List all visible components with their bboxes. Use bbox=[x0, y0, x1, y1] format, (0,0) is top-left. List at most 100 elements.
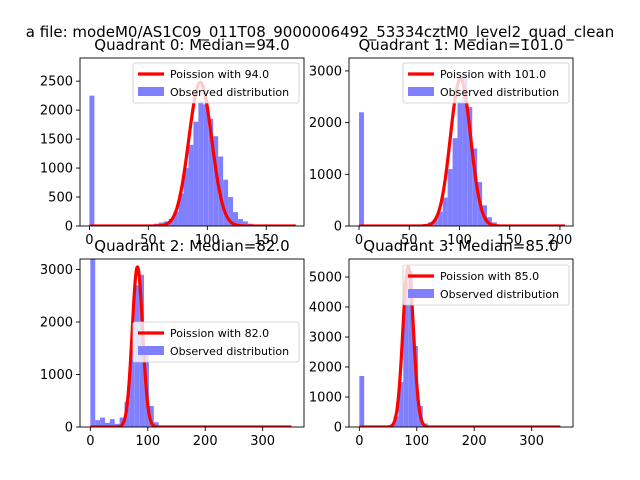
y-tick-label: 3000 bbox=[309, 331, 342, 346]
y-tick-label: 0 bbox=[334, 220, 342, 235]
axes-frame bbox=[348, 258, 574, 428]
axes-frame bbox=[348, 57, 574, 227]
legend: Poission with 85.0 Observed distribution bbox=[402, 264, 570, 306]
x-tick-label: 100 bbox=[135, 434, 160, 449]
x-tick-label: 0 bbox=[355, 233, 363, 248]
y-tick-label: 1000 bbox=[40, 368, 73, 383]
y-tick-label: 3000 bbox=[309, 64, 342, 79]
y-tick-label: 2500 bbox=[40, 75, 73, 90]
histogram-bar bbox=[233, 212, 238, 226]
legend-line-label: Poission with 82.0 bbox=[170, 327, 269, 340]
y-tick-label: 2000 bbox=[40, 104, 73, 119]
subplot-title: Quadrant 3: Median=85.0 bbox=[363, 237, 558, 255]
legend-box bbox=[402, 62, 570, 104]
legend-line-label: Poission with 94.0 bbox=[170, 68, 269, 81]
x-tick-label: 200 bbox=[193, 434, 218, 449]
x-tick-label: 100 bbox=[447, 233, 472, 248]
histogram-bar bbox=[100, 417, 105, 427]
axes-frame bbox=[79, 57, 305, 227]
legend-box bbox=[402, 264, 570, 306]
legend-line-label: Poission with 101.0 bbox=[440, 68, 546, 81]
histogram-bar bbox=[228, 197, 234, 226]
x-tick-label: 150 bbox=[497, 233, 522, 248]
histogram-bar bbox=[472, 148, 478, 226]
histogram-bar bbox=[89, 95, 95, 226]
legend: Poission with 82.0 Observed distribution bbox=[132, 321, 300, 363]
x-tick-label: 100 bbox=[195, 233, 220, 248]
histogram-bar bbox=[198, 101, 204, 226]
legend-hist-swatch bbox=[408, 289, 434, 298]
poisson-curve bbox=[89, 265, 293, 427]
histogram-bar bbox=[447, 169, 453, 226]
legend-hist-swatch bbox=[138, 346, 164, 355]
histogram-bar bbox=[359, 376, 365, 427]
x-tick-label: 0 bbox=[85, 233, 93, 248]
legend: Poission with 101.0 Observed distribution bbox=[402, 62, 570, 104]
legend-hist-label: Observed distribution bbox=[170, 86, 289, 99]
histogram-bar bbox=[109, 419, 115, 427]
y-tick-label: 1000 bbox=[309, 168, 342, 183]
x-tick-label: 200 bbox=[462, 434, 487, 449]
y-tick-label: 1000 bbox=[40, 162, 73, 177]
legend-line-label: Poission with 85.0 bbox=[440, 270, 539, 283]
x-tick-label: 300 bbox=[250, 434, 275, 449]
histogram-bar bbox=[148, 406, 154, 427]
x-tick-label: 300 bbox=[519, 434, 544, 449]
histogram-bar bbox=[242, 221, 248, 226]
y-tick-label: 1000 bbox=[309, 391, 342, 406]
histogram-bar bbox=[442, 197, 448, 226]
axes-frame bbox=[79, 258, 305, 428]
legend-box bbox=[132, 321, 300, 363]
histogram-bar bbox=[462, 76, 468, 226]
x-tick-label: 50 bbox=[140, 233, 157, 248]
plot-area bbox=[88, 80, 297, 226]
subplot-title: Quadrant 2: Median=82.0 bbox=[94, 237, 289, 255]
legend-hist-swatch bbox=[408, 87, 434, 96]
x-tick-label: 100 bbox=[404, 434, 429, 449]
histogram-bar bbox=[237, 219, 243, 226]
histogram-bar bbox=[403, 283, 409, 427]
legend-hist-label: Observed distribution bbox=[170, 345, 289, 358]
y-tick-label: 1500 bbox=[40, 133, 73, 148]
histogram-bar bbox=[188, 144, 194, 226]
legend-hist-label: Observed distribution bbox=[440, 86, 559, 99]
y-tick-label: 2000 bbox=[309, 116, 342, 131]
histogram-bar bbox=[437, 211, 443, 226]
histogram-bar bbox=[213, 136, 219, 226]
histogram-bar bbox=[90, 259, 96, 427]
x-tick-label: 200 bbox=[548, 233, 573, 248]
histogram-bar bbox=[398, 382, 404, 427]
histogram-bar bbox=[178, 193, 184, 226]
y-tick-label: 0 bbox=[334, 421, 342, 436]
x-tick-label: 150 bbox=[254, 233, 279, 248]
histogram-bar bbox=[452, 138, 458, 226]
histogram-bar bbox=[129, 350, 135, 427]
plot-area bbox=[358, 264, 562, 427]
y-tick-label: 2000 bbox=[309, 361, 342, 376]
poisson-curve bbox=[88, 80, 297, 226]
legend-box bbox=[132, 62, 300, 104]
x-tick-label: 50 bbox=[401, 233, 418, 248]
legend-hist-swatch bbox=[138, 87, 164, 96]
y-tick-label: 3000 bbox=[40, 263, 73, 278]
y-tick-label: 5000 bbox=[309, 271, 342, 286]
x-tick-label: 0 bbox=[355, 434, 363, 449]
histogram-bar bbox=[173, 211, 179, 226]
subplot-quadrant-3: 0 100 200 300010002000300040005000Quadrant … bbox=[309, 237, 574, 449]
histogram-bar bbox=[223, 179, 229, 226]
y-tick-label: 2000 bbox=[40, 316, 73, 331]
y-tick-label: 4000 bbox=[309, 301, 342, 316]
histogram-bar bbox=[408, 271, 414, 427]
histogram-bar bbox=[203, 104, 209, 226]
poisson-curve bbox=[358, 264, 562, 427]
y-tick-label: 0 bbox=[65, 421, 73, 436]
histogram-bar bbox=[183, 168, 189, 226]
figure-title: a file: modeM0/AS1C09_011T08_9000006492_… bbox=[26, 23, 614, 42]
legend-hist-label: Observed distribution bbox=[440, 288, 559, 301]
histogram-bar bbox=[457, 101, 463, 226]
histogram-bar bbox=[104, 422, 110, 427]
